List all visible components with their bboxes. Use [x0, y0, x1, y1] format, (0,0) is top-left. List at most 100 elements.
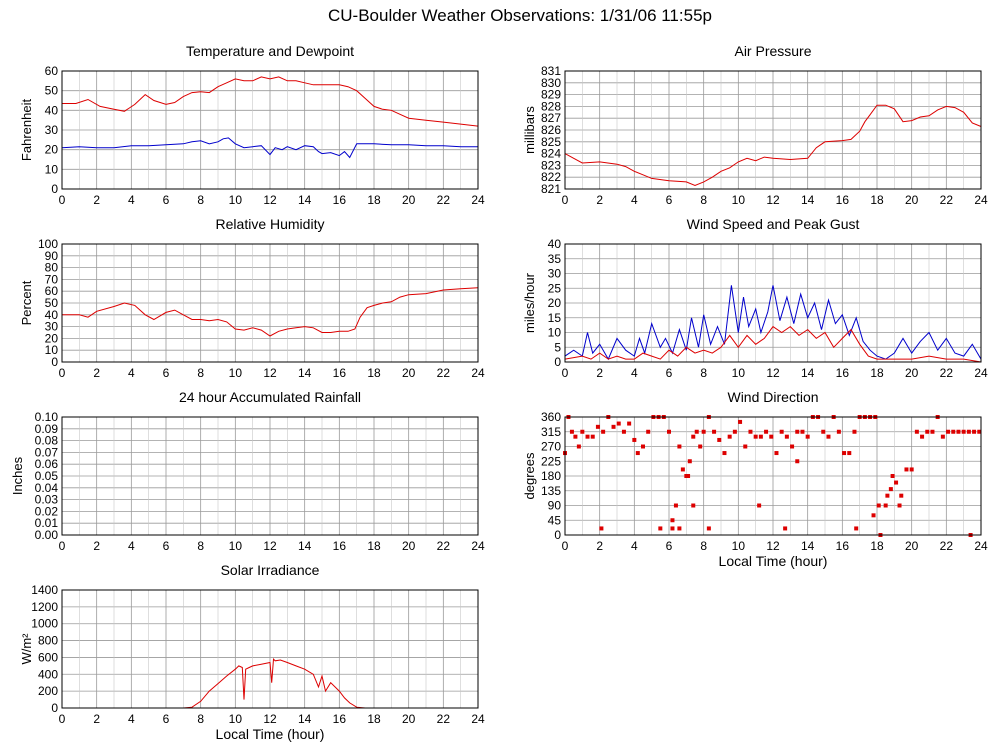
wind-direction-point	[580, 429, 585, 434]
y-tick-label: 822	[541, 170, 561, 184]
wind-direction-point	[677, 526, 682, 531]
y-tick-label: 50	[45, 296, 59, 310]
x-tick-label: 16	[836, 193, 850, 207]
wind-direction-point	[743, 444, 748, 449]
x-tick-label: 18	[367, 193, 381, 207]
wind-direction-plot-frame	[564, 416, 982, 536]
y-tick-label: 90	[548, 499, 562, 513]
wind-direction-point	[758, 434, 763, 439]
wind-direction-chart: 0 2 4 6 8 10 12 14 16 18 20 22 240459013518022527031…	[522, 389, 988, 569]
y-tick-label: 0.05	[35, 469, 59, 483]
wind-direction-point	[890, 474, 895, 478]
x-tick-label: 10	[732, 366, 746, 380]
x-tick-label: 20	[905, 193, 919, 207]
y-tick-label: 0.09	[35, 422, 59, 436]
wind-direction-point	[769, 434, 774, 439]
wind-direction-point	[694, 429, 699, 434]
rainfall-plot-frame	[61, 416, 479, 536]
x-tick-label: 18	[870, 366, 884, 380]
y-tick-label: 824	[541, 147, 561, 161]
x-tick-label: 0	[562, 193, 569, 207]
wind-direction-point	[701, 429, 706, 434]
wind-direction-point	[698, 444, 703, 449]
x-tick-label: 22	[437, 539, 451, 553]
x-tick-label: 24	[974, 366, 988, 380]
wind-direction-point	[576, 444, 581, 449]
x-tick-label: 24	[471, 193, 485, 207]
x-tick-label: 14	[298, 193, 312, 207]
x-tick-label: 22	[940, 193, 954, 207]
wind-direction-point	[784, 434, 789, 439]
wind-direction-point	[706, 526, 711, 531]
wind-direction-point	[677, 444, 682, 449]
y-tick-label: 825	[541, 135, 561, 149]
x-tick-label: 18	[367, 539, 381, 553]
x-tick-label: 8	[700, 539, 707, 553]
y-tick-label: 30	[548, 267, 562, 281]
wind-direction-point	[590, 434, 595, 439]
y-tick-label: 829	[541, 88, 561, 102]
y-tick-label: 823	[541, 158, 561, 172]
wind-speed-series-line-1	[564, 325, 982, 363]
y-tick-label: 100	[38, 237, 58, 251]
wind-direction-point	[658, 526, 663, 531]
x-tick-label: 2	[93, 366, 100, 380]
y-tick-label: 800	[38, 634, 58, 648]
x-tick-label: 12	[263, 366, 277, 380]
wind-direction-point	[569, 429, 574, 434]
x-tick-label: 16	[333, 193, 347, 207]
x-tick-label: 24	[974, 539, 988, 553]
y-tick-label: 270	[541, 440, 561, 454]
y-tick-label: 0.10	[35, 410, 59, 424]
x-tick-label: 22	[940, 366, 954, 380]
wind-direction-point	[621, 429, 626, 434]
y-tick-label: 0.01	[35, 516, 59, 530]
x-tick-label: 8	[197, 193, 204, 207]
wind-direction-point	[635, 451, 640, 456]
x-tick-label: 20	[402, 193, 416, 207]
wind-direction-point	[909, 467, 914, 472]
x-tick-label: 4	[128, 366, 135, 380]
pressure-title: Air Pressure	[734, 43, 811, 59]
x-tick-label: 4	[631, 193, 638, 207]
temperature-y-axis-label: Fahrenheit	[19, 99, 34, 162]
wind-direction-point	[627, 421, 632, 426]
y-tick-label: 25	[548, 281, 562, 295]
wind-direction-point	[616, 421, 621, 426]
wind-direction-title: Wind Direction	[727, 389, 818, 405]
wind-direction-point	[854, 526, 859, 531]
x-tick-label: 24	[471, 712, 485, 726]
x-tick-label: 12	[766, 539, 780, 553]
x-tick-label: 8	[700, 193, 707, 207]
x-tick-label: 2	[93, 712, 100, 726]
x-tick-label: 0	[562, 366, 569, 380]
wind-direction-point	[805, 434, 810, 439]
y-tick-label: 10	[45, 162, 59, 176]
wind-direction-point	[632, 437, 637, 442]
wind-direction-point	[779, 429, 784, 434]
wind-direction-point	[826, 434, 831, 439]
wind-direction-point	[673, 503, 678, 508]
wind-direction-point	[930, 429, 935, 434]
humidity-series-line-0	[62, 287, 479, 337]
pressure-series-line-0	[564, 104, 982, 187]
wind-direction-point	[573, 434, 578, 439]
x-tick-label: 12	[766, 193, 780, 207]
wind-direction-point	[595, 424, 600, 429]
wind-direction-x-axis-label: Local Time (hour)	[719, 553, 828, 569]
wind-direction-point	[871, 513, 876, 518]
x-tick-label: 4	[128, 712, 135, 726]
wind-direction-point	[670, 526, 675, 531]
y-tick-label: 831	[541, 64, 561, 78]
x-tick-label: 14	[801, 539, 815, 553]
x-tick-label: 4	[631, 539, 638, 553]
humidity-title: Relative Humidity	[216, 216, 325, 232]
y-tick-label: 60	[45, 64, 59, 78]
x-tick-label: 20	[402, 366, 416, 380]
x-tick-label: 6	[163, 193, 170, 207]
wind-direction-point	[748, 429, 753, 434]
x-tick-label: 6	[666, 366, 673, 380]
wind-direction-point	[667, 429, 671, 434]
humidity-plot-frame	[61, 243, 479, 363]
x-tick-label: 8	[197, 712, 204, 726]
